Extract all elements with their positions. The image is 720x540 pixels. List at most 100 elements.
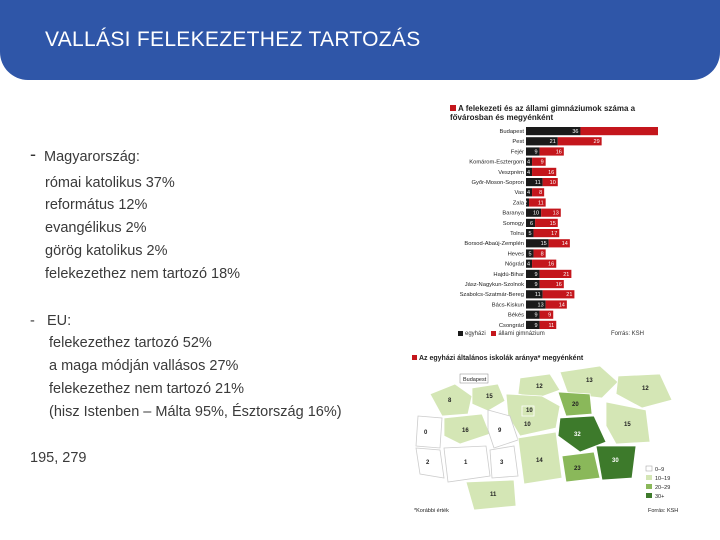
- bar-egyhazi: [526, 290, 543, 299]
- map-legend-item: 0–9: [655, 467, 664, 473]
- category-label: Heves: [508, 251, 525, 257]
- eu-item: felekezethez tartozó 52%: [49, 335, 212, 351]
- bar-value-egyhazi: 9: [535, 149, 538, 155]
- bar-egyhazi: [526, 269, 540, 278]
- bar-value-egyhazi: 11: [535, 180, 541, 186]
- legend-label-allami: állami gimnázium: [498, 331, 545, 338]
- bar-egyhazi: [526, 300, 546, 309]
- map-value: 2: [426, 460, 430, 466]
- category-label: Hajdú-Bihar: [493, 272, 524, 278]
- map-value: 23: [574, 466, 581, 472]
- bar-value-allami: 9: [548, 313, 551, 319]
- title-bar: VALLÁSI FELEKEZETHEZ TARTOZÁS: [0, 0, 720, 80]
- bar-allami: [539, 310, 554, 319]
- bar-egyhazi: [526, 280, 540, 289]
- category-label: Borsod-Abaúj-Zemplén: [464, 241, 524, 247]
- hungary-heading: Magyarország:: [44, 149, 140, 165]
- bar-egyhazi: [526, 249, 534, 258]
- bar-egyhazi: [526, 310, 540, 319]
- bar-allami: [539, 320, 557, 329]
- county-jasz: [557, 415, 607, 453]
- county-csongrad: [561, 451, 601, 483]
- county-budapest: [521, 405, 535, 417]
- bar-egyhazi: [526, 198, 530, 207]
- bar-egyhazi: [526, 229, 534, 238]
- bar-value-egyhazi: 4: [527, 190, 530, 196]
- chart-title: A felekezeti és az állami gimnáziumok sz…: [450, 104, 655, 122]
- eu-item: (hisz Istenben – Málta 95%, Észtország 1…: [49, 404, 342, 420]
- eu-dash: -: [30, 313, 35, 329]
- bar-value-egyhazi: 9: [535, 272, 538, 278]
- bar-value-egyhazi: 5: [529, 251, 532, 257]
- category-label: Baranya: [502, 211, 524, 217]
- category-label: Veszprém: [498, 170, 524, 176]
- bar-egyhazi: [526, 147, 540, 156]
- bar-value-allami: 15: [550, 221, 556, 227]
- eu-heading: EU:: [47, 313, 72, 329]
- category-label: Jász-Nagykun-Szolnok: [465, 282, 524, 288]
- category-label: Vas: [514, 190, 524, 196]
- bar-value-egyhazi: 9: [535, 313, 538, 319]
- map-value: 1: [464, 460, 468, 466]
- category-label: Győr-Moson-Sopron: [471, 180, 524, 186]
- category-label: Bács-Kiskun: [492, 302, 524, 308]
- bar-egyhazi: [526, 218, 536, 227]
- bar-value-egyhazi: 21: [550, 139, 556, 145]
- bar-allami: [539, 280, 564, 289]
- category-label: Nógrád: [505, 262, 524, 268]
- category-label: Komárom-Esztergom: [469, 160, 524, 166]
- county-hajdu: [605, 401, 651, 445]
- bar-egyhazi: [526, 167, 533, 176]
- bar-allami: [532, 188, 545, 197]
- map-value: 8: [448, 398, 452, 404]
- map-value: 10: [526, 408, 533, 414]
- map-value: 9: [498, 428, 502, 434]
- bar-value-allami: 16: [548, 170, 554, 176]
- county-zala: [415, 447, 445, 479]
- county-fejer: [487, 409, 519, 449]
- map-legend-item: 10–19: [655, 476, 670, 482]
- category-label: Fejér: [511, 149, 524, 155]
- bar-egyhazi: [526, 239, 549, 248]
- category-label: Pest: [512, 139, 524, 145]
- bar-allami: [532, 167, 557, 176]
- bar-egyhazi: [526, 178, 543, 187]
- hungary-item: római katolikus 37%: [45, 175, 175, 191]
- county-nograd: [517, 373, 561, 399]
- category-label: Somogy: [503, 221, 524, 227]
- bar-allami: [533, 249, 546, 258]
- category-label: Zala: [513, 200, 525, 206]
- bar-value-allami: 29: [594, 139, 600, 145]
- bar-allami: [557, 137, 602, 146]
- budapest-inset-label: Budapest: [463, 377, 487, 383]
- map-title: Az egyházi általános iskolák aránya* meg…: [412, 355, 583, 362]
- eu-item: a maga módján vallásos 27%: [49, 358, 239, 374]
- bar-value-allami: 14: [562, 241, 568, 247]
- map-legend-item: 20–29: [655, 485, 670, 491]
- bar-value-egyhazi: 9: [535, 282, 538, 288]
- hungary-dash: -: [30, 144, 36, 164]
- county-komarom: [471, 383, 506, 412]
- map-value: 15: [624, 422, 631, 428]
- bar-allami: [539, 269, 572, 278]
- county-szabolcs: [615, 373, 673, 409]
- bar-value-allami: 16: [556, 149, 562, 155]
- map-value: 12: [536, 384, 543, 390]
- bar-value-egyhazi: 2: [524, 200, 527, 206]
- bar-allami: [545, 300, 567, 309]
- bar-value-egyhazi: 13: [538, 302, 544, 308]
- legend-swatch-egyhazi: [458, 331, 463, 336]
- map-legend-item: 30+: [655, 494, 664, 500]
- bar-egyhazi: [526, 157, 533, 166]
- map-value: 30: [612, 458, 619, 464]
- bar-value-egyhazi: 6: [530, 221, 533, 227]
- bar-allami: [541, 208, 561, 217]
- map-value: 12: [642, 386, 649, 392]
- county-borsod: [559, 365, 619, 399]
- bar-value-allami: 21: [566, 292, 572, 298]
- category-label: Szabolcs-Szatmár-Bereg: [460, 292, 524, 298]
- bar-value-allami: 16: [556, 282, 562, 288]
- bar-allami: [580, 127, 658, 136]
- bar-value-egyhazi: 4: [527, 160, 530, 166]
- bar-value-allami: 11: [549, 323, 555, 329]
